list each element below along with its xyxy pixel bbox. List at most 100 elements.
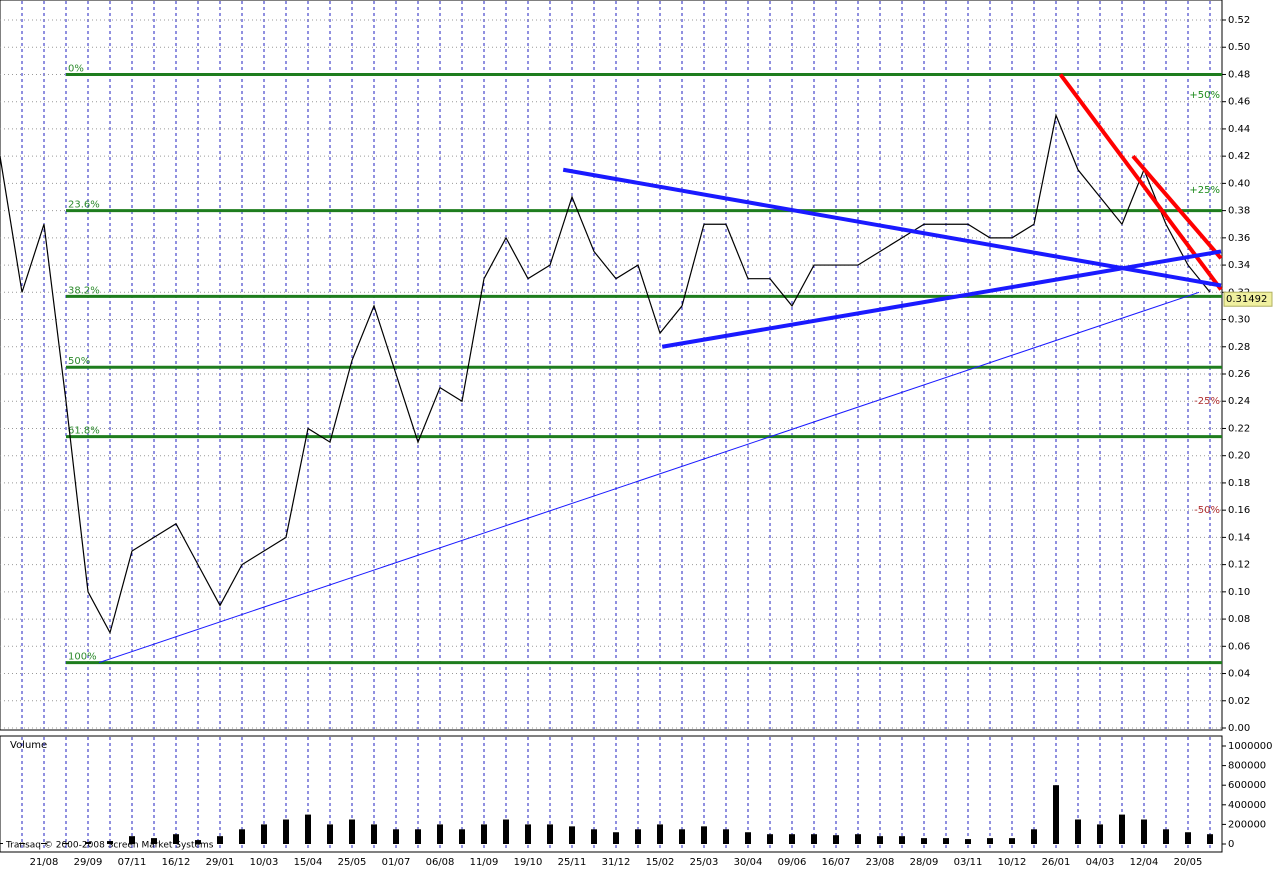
volume-bar [239,829,245,844]
y-tick-label: 0.52 [1228,15,1250,26]
last-price-label: 0.31492 [1226,294,1267,305]
y-tick-label: 0.04 [1228,669,1250,680]
trend-line [1131,154,1223,260]
volume-bar [41,843,47,844]
y-tick-label: 0.34 [1228,260,1250,271]
x-tick-label: 09/06 [778,857,807,868]
y2-tick-label: 800000 [1228,761,1266,772]
x-tick-label: 19/10 [514,857,543,868]
volume-bar [261,824,267,844]
volume-bar [987,838,993,844]
y-tick-label: 0.44 [1228,124,1250,135]
y-tick-label: 0.48 [1228,69,1250,80]
volume-bar [1031,829,1037,844]
y-tick-label: 0.06 [1228,641,1250,652]
volume-bar [129,836,135,844]
x-tick-label: 26/01 [1042,857,1071,868]
y-tick-label: 0.40 [1228,178,1250,189]
y-tick-label: 0.18 [1228,478,1250,489]
volume-bar [1009,838,1015,844]
x-tick-label: 10/03 [250,857,279,868]
side-label: -50% [1194,505,1220,516]
fib-label: 23.6% [68,200,100,211]
x-tick-label: 01/07 [382,857,411,868]
volume-bar [1097,824,1103,844]
price-line [0,113,1211,635]
x-tick-label: 29/01 [206,857,235,868]
volume-bar [635,829,641,844]
y-tick-label: 0.26 [1228,369,1250,380]
volume-bar [349,819,355,844]
volume-bar [305,814,311,844]
x-tick-label: 07/11 [118,857,147,868]
x-tick-label: 31/12 [602,857,631,868]
volume-bar [1053,785,1059,844]
volume-bar [811,834,817,844]
x-tick-label: 16/12 [162,857,191,868]
volume-bar [63,843,69,844]
volume-bar [437,824,443,844]
y-tick-label: 0.42 [1228,151,1250,162]
volume-bar [1075,819,1081,844]
y-tick-label: 0.30 [1228,315,1250,326]
x-tick-label: 20/05 [1174,857,1203,868]
volume-bar [701,826,707,844]
x-tick-label: 15/04 [294,857,323,868]
volume-panel [0,735,1223,853]
x-tick-label: 06/08 [426,857,455,868]
trend-line [98,291,1200,664]
y-tick-label: 0.20 [1228,451,1250,462]
volume-bar [0,843,3,844]
x-tick-label: 28/09 [910,857,939,868]
x-tick-label: 15/02 [646,857,675,868]
fib-label: 100% [68,652,97,663]
x-tick-label: 25/11 [558,857,587,868]
volume-bar [107,841,113,844]
volume-bar [767,834,773,844]
volume-bar [899,836,905,844]
y-tick-label: 0.02 [1228,696,1250,707]
volume-bar [393,829,399,844]
volume-bar [1119,814,1125,844]
volume-bar [415,829,421,844]
volume-bar [1207,834,1213,844]
volume-bar [19,843,25,844]
volume-bar [217,836,223,844]
y-tick-label: 0.00 [1228,723,1250,734]
volume-bar [943,838,949,844]
volume-bar [195,840,201,844]
x-tick-label: 30/04 [734,857,763,868]
x-tick-label: 11/09 [470,857,499,868]
x-tick-label: 10/12 [998,857,1027,868]
y2-tick-label: 200000 [1228,819,1266,830]
fib-label: 61.8% [68,426,100,437]
y2-tick-label: 1000000 [1228,741,1273,752]
y-tick-label: 0.08 [1228,614,1250,625]
y-tick-label: 0.14 [1228,532,1250,543]
volume-bar [481,824,487,844]
volume-bar [745,832,751,844]
volume-bar [679,829,685,844]
volume-bar [833,835,839,844]
volume-bar [1185,832,1191,844]
x-tick-label: 16/07 [822,857,851,868]
side-label: +25% [1189,185,1220,196]
y2-tick-label: 600000 [1228,780,1266,791]
volume-bar [151,838,157,844]
x-tick-label: 29/09 [74,857,103,868]
y-tick-label: 0.10 [1228,587,1250,598]
y-tick-label: 0.46 [1228,97,1250,108]
y-tick-label: 0.28 [1228,342,1250,353]
volume-bar [657,824,663,844]
volume-bar [855,834,861,844]
volume-bar [459,829,465,844]
fib-label: 38.2% [68,285,100,296]
volume-bar [525,824,531,844]
x-tick-label: 04/03 [1086,857,1115,868]
y-tick-label: 0.12 [1228,560,1250,571]
volume-bar [547,824,553,844]
volume-bar [591,829,597,844]
volume-bar [283,819,289,844]
trend-line [661,249,1222,349]
